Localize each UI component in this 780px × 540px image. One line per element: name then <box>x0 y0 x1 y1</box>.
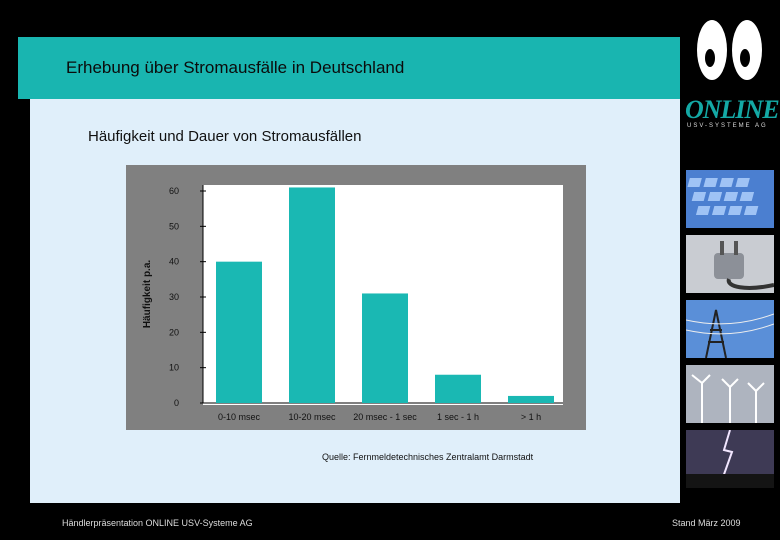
slide-title: Erhebung über Stromausfälle in Deutschla… <box>66 58 405 77</box>
lightning-photo-icon <box>686 430 774 488</box>
wind-turbines-photo-icon <box>686 365 774 423</box>
power-plug-photo-icon <box>686 235 774 293</box>
logo-word: ONLINE <box>685 95 780 124</box>
y-tick-label: 20 <box>169 327 179 337</box>
footer-right: Stand März 2009 <box>672 518 741 528</box>
x-tick-label: 1 sec - 1 h <box>437 412 479 422</box>
y-tick-label: 0 <box>174 398 179 408</box>
chart-container: 0 10 20 30 40 50 60 Häufigkeit p.a. 0-10 msec 10-… <box>126 165 586 430</box>
bar <box>362 293 408 403</box>
power-lines-photo-icon <box>686 300 774 358</box>
eyes-icon <box>697 20 762 80</box>
keyboard-photo-icon <box>686 170 774 228</box>
title-band <box>18 37 680 99</box>
footer-left: Händlerpräsentation ONLINE USV-Systeme A… <box>62 518 253 528</box>
x-tick-label: 20 msec - 1 sec <box>353 412 417 422</box>
y-tick-label: 40 <box>169 257 179 267</box>
bar <box>289 187 335 403</box>
bar <box>435 374 481 403</box>
y-tick-label: 30 <box>169 292 179 302</box>
x-tick-label: > 1 h <box>521 412 541 422</box>
x-tick-label: 10-20 msec <box>288 412 336 422</box>
logo-subtitle: USV-SYSTEME AG <box>687 123 768 129</box>
bar <box>508 395 554 403</box>
y-tick-label: 50 <box>169 221 179 231</box>
slide-subtitle: Häufigkeit und Dauer von Stromausfällen <box>88 128 362 145</box>
y-axis-title: Häufigkeit p.a. <box>142 260 153 329</box>
bar-chart: 0 10 20 30 40 50 60 Häufigkeit p.a. 0-10 msec 10-… <box>142 185 563 422</box>
source-note: Quelle: Fernmeldetechnisches Zentralamt … <box>322 452 534 462</box>
y-tick-label: 60 <box>169 186 179 196</box>
x-tick-label: 0-10 msec <box>218 412 261 422</box>
bar <box>216 261 262 403</box>
y-tick-label: 10 <box>169 363 179 373</box>
company-logo: ONLINE USV-SYSTEME AG <box>685 95 780 135</box>
